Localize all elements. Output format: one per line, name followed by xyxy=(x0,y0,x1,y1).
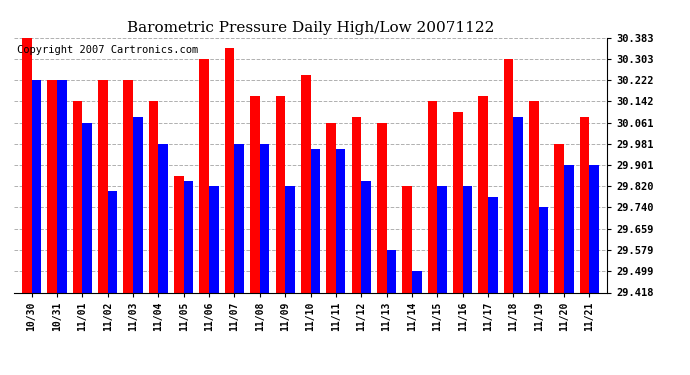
Bar xyxy=(428,101,437,292)
Bar xyxy=(539,207,549,292)
Bar xyxy=(72,101,82,292)
Bar xyxy=(108,191,117,292)
Bar xyxy=(259,144,269,292)
Bar xyxy=(402,186,412,292)
Bar xyxy=(209,186,219,292)
Bar xyxy=(478,96,488,292)
Bar xyxy=(463,186,472,292)
Bar xyxy=(22,38,32,292)
Bar xyxy=(362,181,371,292)
Bar xyxy=(580,117,589,292)
Bar xyxy=(149,101,158,292)
Bar xyxy=(82,123,92,292)
Title: Barometric Pressure Daily High/Low 20071122: Barometric Pressure Daily High/Low 20071… xyxy=(127,21,494,35)
Bar xyxy=(504,58,513,292)
Bar xyxy=(310,149,320,292)
Bar xyxy=(529,101,539,292)
Bar xyxy=(488,197,497,292)
Bar xyxy=(133,117,143,292)
Bar xyxy=(57,80,66,292)
Bar xyxy=(555,144,564,292)
Bar xyxy=(124,80,133,292)
Bar xyxy=(98,80,108,292)
Bar xyxy=(275,96,285,292)
Bar xyxy=(174,176,184,292)
Bar xyxy=(32,80,41,292)
Bar xyxy=(199,58,209,292)
Bar xyxy=(48,80,57,292)
Bar xyxy=(285,186,295,292)
Text: Copyright 2007 Cartronics.com: Copyright 2007 Cartronics.com xyxy=(17,45,198,55)
Bar xyxy=(377,123,386,292)
Bar xyxy=(386,250,396,292)
Bar xyxy=(158,144,168,292)
Bar xyxy=(326,123,336,292)
Bar xyxy=(352,117,362,292)
Bar xyxy=(564,165,573,292)
Bar xyxy=(412,271,422,292)
Bar xyxy=(301,75,310,292)
Bar xyxy=(589,165,599,292)
Bar xyxy=(336,149,346,292)
Bar xyxy=(235,144,244,292)
Bar xyxy=(184,181,193,292)
Bar xyxy=(437,186,447,292)
Bar xyxy=(453,112,463,292)
Bar xyxy=(250,96,259,292)
Bar xyxy=(225,48,235,292)
Bar xyxy=(513,117,523,292)
